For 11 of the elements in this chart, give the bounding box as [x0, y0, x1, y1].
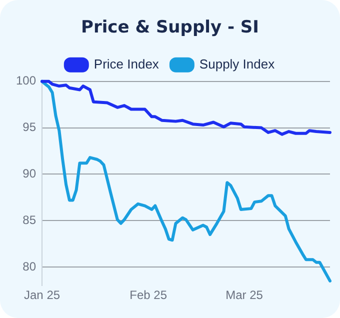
y-tick-label: 100 [16, 74, 36, 88]
y-tick-label: 85 [22, 212, 36, 227]
x-tick-label: Feb 25 [130, 288, 168, 302]
legend-label: Price Index [94, 56, 160, 72]
legend-label: Supply Index [199, 56, 276, 72]
x-tick-label: Mar 25 [226, 288, 264, 302]
x-tick-label: Jan 25 [24, 288, 60, 302]
y-tick-label: 95 [22, 120, 36, 134]
chart-title: Price & Supply - SI [81, 18, 259, 38]
y-tick-label: 80 [22, 259, 36, 274]
y-tick-label: 90 [22, 166, 36, 181]
